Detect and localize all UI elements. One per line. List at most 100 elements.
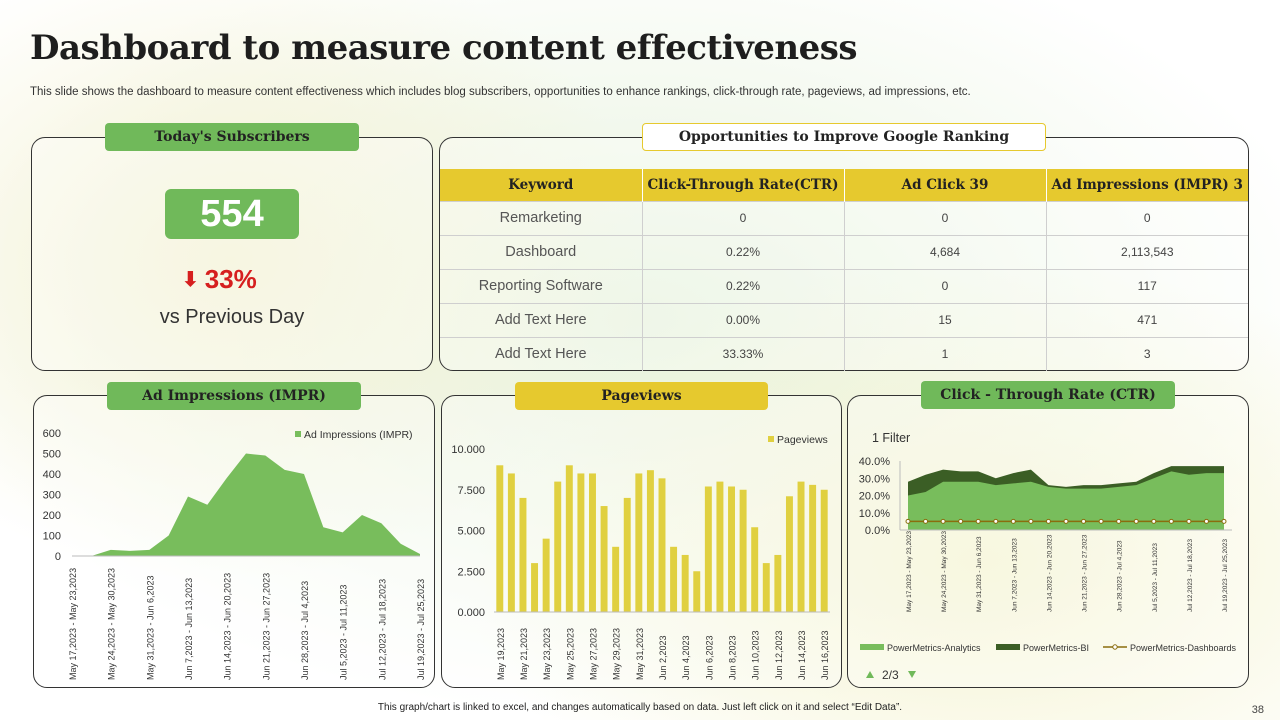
x-tick-label: Jun 28,2023 - Jul 4,2023 [1117,540,1124,612]
x-tick-label: May 21,2023 [519,628,529,680]
pageviews-bar [670,547,677,612]
x-tick-label: Jul 12,2023 - Jul 18,2023 [377,579,387,680]
pager-label: 2/3 [882,668,899,682]
legend-label: PowerMetrics-Analytics [887,643,981,653]
legend-label: Ad Impressions (IMPR) [304,429,413,441]
pager-down-icon [908,671,916,678]
x-tick-label: May 17,2023 - May 23,2023 [906,531,913,612]
ctr-dashboards-marker [941,519,945,523]
x-tick-label: Jul 19,2023 - Jul 25,2023 [416,579,426,680]
x-tick-label: Jun 21,2023 - Jun 27,2023 [1082,534,1089,612]
x-tick-label: Jun 14,2023 - Jun 20,2023 [1046,534,1053,612]
legend-swatch [768,436,774,442]
pageviews-bar [577,473,584,612]
ctr-dashboards-marker [1082,519,1086,523]
pageviews-bar [786,496,793,612]
pageviews-bar [659,478,666,612]
x-tick-label: May 27,2023 [588,628,598,680]
x-tick-label: Jun 6,2023 [704,635,714,680]
x-tick-label: Jun 2,2023 [658,635,668,680]
pageviews-bar [716,482,723,612]
ctr-dashboards-marker [1046,519,1050,523]
x-tick-label: May 23,2023 [542,628,552,680]
x-tick-label: Jul 5,2023 - Jul 11,2023 [1152,543,1159,612]
y-tick-label: 200 [43,510,61,522]
legend-label: Pageviews [777,434,828,446]
x-tick-label: Jun 21,2023 - Jun 27,2023 [261,573,271,680]
x-tick-label: May 31,2023 [635,628,645,680]
ctr-dashboards-marker [1222,519,1226,523]
ctr-dashboards-marker [1187,519,1191,523]
legend-swatch [860,644,884,650]
x-tick-label: Jun 10,2023 [751,630,761,680]
x-tick-label: May 31,2023 - Jun 6,2023 [145,575,155,680]
pageviews-bar [751,527,758,612]
x-tick-label: Jun 14,2023 - Jun 20,2023 [223,573,233,680]
legend-label: PowerMetrics-Dashboards [1130,643,1237,653]
pageviews-bar [601,506,608,612]
x-tick-label: May 29,2023 [612,628,622,680]
pageviews-bar [508,473,515,612]
y-tick-label: 2.500 [457,566,485,578]
impressions-area [72,454,420,557]
pageviews-bar [809,485,816,612]
pageviews-bar [543,539,550,612]
x-tick-label: May 31,2023 - Jun 6,2023 [976,536,983,612]
pageviews-bar [693,571,700,612]
x-tick-label: Jul 12,2023 - Jul 18,2023 [1187,539,1194,612]
ctr-dashboards-marker [1134,519,1138,523]
y-tick-label: 10.000 [451,444,485,456]
ctr-dashboards-marker [976,519,980,523]
legend-swatch [996,644,1020,650]
y-tick-label: 10.0% [859,508,890,520]
y-tick-label: 20.0% [859,491,890,503]
y-tick-label: 5.000 [457,526,485,538]
ctr-dashboards-marker [1152,519,1156,523]
pageviews-bar [566,465,573,612]
ctr-dashboards-marker [1099,519,1103,523]
x-tick-label: May 24,2023 - May 30,2023 [941,531,948,612]
y-tick-label: 40.0% [859,456,890,468]
y-tick-label: 300 [43,490,61,502]
pageviews-bar [728,486,735,612]
legend-marker [1113,645,1117,649]
legend-label: PowerMetrics-BI [1023,643,1089,653]
x-tick-label: Jun 12,2023 [774,630,784,680]
pageviews-bar [763,563,770,612]
pager-up-icon [866,671,874,678]
y-tick-label: 100 [43,531,61,543]
pageviews-bar [798,482,805,612]
ctr-dashboards-marker [1011,519,1015,523]
pageviews-bar [531,563,538,612]
ctr-dashboards-marker [994,519,998,523]
pageviews-bar [740,490,747,612]
x-tick-label: Jun 7,2023 - Jun 13,2023 [184,578,194,680]
ctr-dashboards-marker [959,519,963,523]
page-number: 38 [1252,704,1264,716]
pageviews-bar [589,473,596,612]
ctr-dashboards-marker [924,519,928,523]
y-tick-label: 7.500 [457,485,485,497]
pageviews-bar [705,486,712,612]
x-tick-label: May 17,2023 - May 23,2023 [68,568,78,680]
pageviews-bar [647,470,654,612]
y-tick-label: 0.0% [865,525,890,537]
x-tick-label: Jun 7,2023 - Jun 13,2023 [1011,538,1018,612]
ctr-dashboards-marker [1169,519,1173,523]
pageviews-bar [612,547,619,612]
footer-note: This graph/chart is linked to excel, and… [0,702,1280,713]
x-tick-label: Jun 14,2023 [797,630,807,680]
y-tick-label: 500 [43,449,61,461]
charts-canvas: 0100200300400500600May 17,2023 - May 23,… [0,0,1280,720]
ctr-dashboards-marker [906,519,910,523]
ctr-dashboards-marker [1117,519,1121,523]
ctr-dashboards-marker [1064,519,1068,523]
x-tick-label: Jul 5,2023 - Jul 11,2023 [339,585,349,680]
filter-label: 1 Filter [872,431,910,445]
pageviews-bar [635,473,642,612]
x-tick-label: Jun 28,2023 - Jul 4,2023 [300,581,310,680]
pageviews-bar [682,555,689,612]
ctr-dashboards-marker [1204,519,1208,523]
pageviews-bar [774,555,781,612]
pageviews-bar [496,465,503,612]
